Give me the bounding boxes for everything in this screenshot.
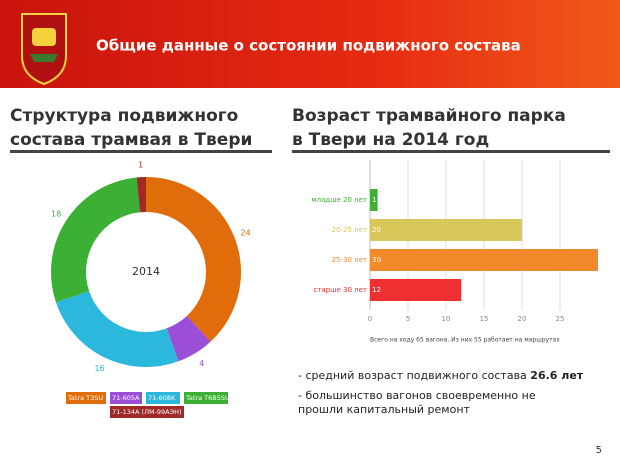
bullet: - большинство вагонов своевременно не про… (298, 389, 536, 416)
center-label: 2014 (132, 265, 160, 278)
legend-label: Tatra T3SU (67, 394, 103, 402)
x-tick-label: 25 (556, 315, 565, 323)
title-rule (292, 150, 610, 153)
x-tick-label: 15 (480, 315, 489, 323)
data-label: 16 (94, 364, 104, 373)
x-tick-label: 5 (406, 315, 410, 323)
data-label: 30 (372, 256, 381, 264)
donut-slice (136, 177, 146, 213)
bar (370, 219, 522, 241)
chart-note: Всего на ходу 65 вагона. Из них 55 работ… (370, 337, 560, 344)
donut-slice (146, 177, 241, 342)
category-label: 25-30 лет (332, 256, 367, 264)
data-label: 12 (372, 286, 381, 294)
data-label: 24 (241, 228, 251, 237)
data-label: 20 (372, 226, 381, 234)
data-label: 1 (372, 196, 376, 204)
legend-swatch (184, 392, 228, 404)
bar (370, 249, 598, 271)
legend-swatch (66, 392, 106, 404)
page-number: 5 (596, 445, 602, 456)
bullet: - средний возраст подвижного состава 26.… (298, 369, 584, 382)
donut-slice (166, 315, 211, 362)
section-title: Возраст трамвайного парка в Твери на 2014… (292, 106, 566, 150)
category-label: старше 30 лет (313, 286, 367, 294)
data-label: 4 (199, 359, 204, 368)
category-label: младше 20 лет (311, 196, 367, 204)
coat-of-arms (21, 13, 67, 86)
title-rule (10, 150, 272, 153)
legend-swatch (110, 406, 184, 418)
donut-slice (55, 291, 179, 367)
x-tick-label: 0 (368, 315, 372, 323)
legend-swatch (146, 392, 180, 404)
legend-swatch (110, 392, 142, 404)
x-tick-label: 20 (518, 315, 527, 323)
category-label: 20-25 лет (332, 226, 367, 234)
legend-label: 71-605A (112, 394, 140, 402)
header-band (0, 0, 620, 88)
header-title: Общие данные о состоянии подвижного сост… (96, 37, 521, 55)
legend-label: 71-134A (ЛМ-99АЭН) (112, 408, 182, 416)
bar (370, 189, 378, 211)
donut-slice (50, 177, 141, 303)
bar (370, 279, 462, 301)
legend-label: Tatra T6B5SU (185, 394, 230, 402)
data-label: 1 (138, 161, 143, 170)
x-tick-label: 10 (442, 315, 451, 323)
legend-label: 71-608K (148, 394, 176, 402)
data-label: 18 (51, 209, 61, 218)
section-title: Структура подвижного состава трамвая в Тв… (10, 106, 252, 150)
